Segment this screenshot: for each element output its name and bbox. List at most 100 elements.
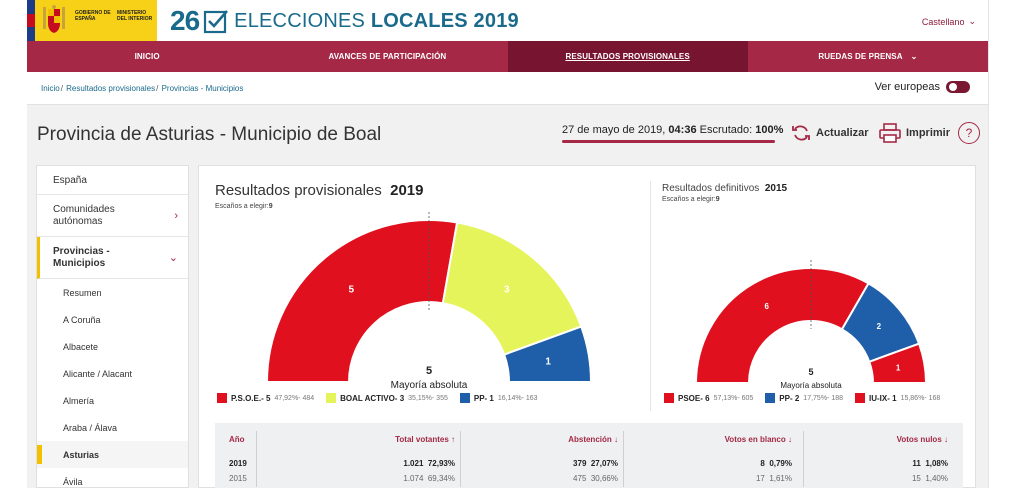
- nav-avances[interactable]: AVANCES DE PARTICIPACIÓN: [267, 41, 507, 72]
- elections-brand[interactable]: 26 ELECCIONES LOCALES 2019: [170, 4, 519, 38]
- col-header-blanco-text: Votos en blanco: [724, 435, 786, 444]
- breadcrumb-inicio[interactable]: Inicio: [41, 84, 60, 93]
- main-nav: INICIO AVANCES DE PARTICIPACIÓN RESULTAD…: [27, 41, 988, 72]
- cell-pct: 30,66%: [590, 474, 618, 483]
- cell-pct: 1,08%: [925, 459, 948, 468]
- nav-ruedas-label: RUEDAS DE PRENSA: [818, 52, 903, 61]
- hemicycle-segment-p-s-o-e-[interactable]: [265, 219, 459, 383]
- hemicycle-segment-pp[interactable]: [502, 325, 593, 383]
- chevron-right-icon: ›: [174, 209, 178, 222]
- 2015-legend-item: PSOE- 6 57,13%- 605: [664, 393, 753, 403]
- seats-value: 9: [715, 196, 720, 203]
- timestamp: 27 de mayo de 2019, 04:36 Escrutado: 100…: [562, 124, 783, 136]
- col-header-year[interactable]: Año: [229, 435, 245, 444]
- sidebar-subitem-a-coruna[interactable]: A Coruña: [63, 314, 101, 325]
- timestamp-date: 27 de mayo de 2019,: [562, 124, 669, 136]
- col-header-nulos[interactable]: Votos nulos ↓: [897, 435, 948, 444]
- results-title: Resultados provisionales 2019: [215, 182, 423, 199]
- cell-year: 2015: [229, 474, 247, 483]
- col-header-votantes[interactable]: Total votantes ↑: [395, 435, 455, 444]
- hemicycle-segment-psoe[interactable]: [694, 267, 870, 384]
- nav-resultados-label: RESULTADOS PROVISIONALES: [565, 52, 690, 61]
- sidebar-item-label: España: [53, 174, 87, 186]
- print-label: Imprimir: [906, 127, 951, 139]
- sidebar-item-label: Provincias - Municipios: [53, 245, 110, 269]
- legend-swatch: [459, 393, 470, 403]
- breadcrumb-resultados[interactable]: Resultados provisionales: [66, 84, 156, 93]
- legend-detail: 47,92%- 484: [274, 394, 315, 402]
- legend-detail: 57,13%- 605: [713, 394, 754, 402]
- legend-detail: 15,86%- 168: [900, 394, 941, 402]
- legend-swatch: [664, 393, 674, 403]
- table-separator: [803, 431, 804, 487]
- legend-swatch: [855, 393, 865, 403]
- cell-blanco: 17 1,61%: [756, 474, 792, 483]
- col-header-abstencion[interactable]: Abstención ↓: [568, 435, 618, 444]
- nav-inicio[interactable]: INICIO: [27, 41, 267, 72]
- cell-value: 475: [573, 474, 587, 483]
- arrow-down-icon: ↓: [944, 435, 948, 444]
- sidebar-subitem-asturias[interactable]: Asturias: [37, 441, 188, 468]
- hemicycle-seat-label: 1: [545, 356, 551, 367]
- cell-pct: 69,34%: [427, 474, 455, 483]
- chevron-down-icon: ⌄: [910, 52, 918, 61]
- results-title-text: Resultados provisionales: [215, 182, 382, 199]
- help-button[interactable]: ?: [958, 122, 980, 144]
- right-margin: [988, 0, 1024, 488]
- europeas-toggle[interactable]: [946, 81, 970, 93]
- print-button[interactable]: Imprimir: [879, 123, 950, 143]
- breadcrumb-provincias[interactable]: Provincias - Municipios: [161, 84, 244, 93]
- hemicycle-segment-iu-ix[interactable]: [867, 342, 928, 384]
- legend-label: P.S.O.E.- 5: [231, 393, 271, 403]
- breadcrumb-bar: Inicio/ Resultados provisionales/ Provin…: [27, 72, 988, 105]
- sidebar-item-comunidades[interactable]: Comunidades autónomas ›: [37, 195, 188, 237]
- results-panel: Resultados provisionales 2019 Escaños a …: [198, 165, 976, 488]
- title-row: Provincia de Asturias - Municipio de Boa…: [27, 106, 988, 162]
- cell-abstencion: 379 27,07%: [573, 459, 618, 468]
- nav-ruedas[interactable]: RUEDAS DE PRENSA ⌄: [748, 41, 988, 72]
- sidebar-subitem-almeria[interactable]: Almería: [63, 395, 95, 406]
- cell-abstencion: 475 30,66%: [573, 474, 618, 483]
- legend-swatch: [217, 393, 227, 403]
- sidebar-subitem-araba[interactable]: Araba / Álava: [63, 422, 118, 433]
- definitive-title-text: Resultados definitivos: [662, 183, 760, 194]
- hemicycle-seat-label: 1: [896, 363, 901, 372]
- sidebar-subitem-avila[interactable]: Ávila: [63, 476, 83, 487]
- cell-votantes: 1.074 69,34%: [403, 474, 455, 483]
- cell-pct: 27,07%: [590, 459, 618, 468]
- cell-value: 11: [912, 459, 921, 468]
- col-header-abstencion-text: Abstención: [568, 435, 612, 444]
- sidebar-subitem-albacete[interactable]: Albacete: [63, 341, 99, 352]
- col-header-blanco[interactable]: Votos en blanco ↓: [725, 435, 792, 444]
- refresh-button[interactable]: Actualizar: [791, 123, 869, 143]
- hemicycle-seat-label: 5: [348, 285, 354, 296]
- brand-number: 26: [170, 5, 200, 36]
- sidebar-item-provincias[interactable]: Provincias - Municipios ⌄: [37, 237, 188, 279]
- sidebar-subitem-resumen[interactable]: Resumen: [63, 287, 102, 298]
- nav-inicio-label: INICIO: [134, 52, 160, 61]
- legend-detail: 17,75%- 188: [803, 394, 843, 402]
- eu-flag-stripe: [27, 0, 35, 41]
- majority-label: Mayoría absoluta: [780, 381, 842, 390]
- nav-resultados[interactable]: RESULTADOS PROVISIONALES: [507, 41, 748, 72]
- table-separator: [460, 431, 461, 487]
- cell-value: 15: [911, 474, 921, 483]
- language-selector[interactable]: Castellano ⌄: [922, 16, 976, 27]
- col-abstencion: Abstención ↓ 379 27,07% 475 30,66%: [465, 423, 618, 488]
- sidebar-subitem-alicante[interactable]: Alicante / Alacant: [63, 368, 133, 379]
- cell-value: 17: [755, 474, 765, 483]
- majority-value: 5: [426, 365, 432, 377]
- legend-swatch: [765, 393, 776, 403]
- sidebar-item-espana[interactable]: España: [37, 166, 188, 195]
- legend-2015: PSOE- 6 57,13%- 605 PP- 2 17,75%- 188 IU-IX-…: [664, 393, 940, 403]
- scrutiny-value: 100%: [755, 124, 784, 136]
- cell-pct: 72,93%: [427, 459, 455, 468]
- europeas-label: Ver europeas: [874, 81, 940, 93]
- breadcrumb: Inicio/ Resultados provisionales/ Provin…: [41, 84, 243, 93]
- 2019-legend-item: P.S.O.E.- 5 47,92%- 484: [217, 393, 314, 403]
- government-logo[interactable]: GOBIERNO DE ESPAÑA MINISTERIO DEL INTERI…: [27, 0, 157, 41]
- table-separator: [256, 431, 257, 487]
- timestamp-underline: [562, 140, 775, 143]
- sidebar: España Comunidades autónomas › Provincias…: [36, 165, 189, 488]
- timestamp-time: 04:36: [668, 124, 697, 136]
